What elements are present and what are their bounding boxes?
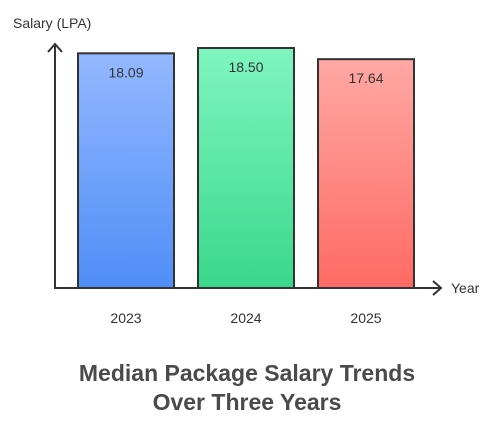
value-label-2023: 18.09 xyxy=(108,64,143,80)
y-axis-label: Salary (LPA) xyxy=(13,15,91,31)
bar-2023 xyxy=(77,52,175,289)
x-tick-label-2025: 2025 xyxy=(350,310,381,326)
value-label-2025: 17.64 xyxy=(348,70,383,86)
ticks-layer: 2023 2024 2025 xyxy=(110,310,381,326)
chart-title: Median Package Salary Trends Over Three … xyxy=(0,359,494,417)
x-axis-label: Year xyxy=(451,280,480,296)
chart-title-line-1: Median Package Salary Trends xyxy=(78,360,416,386)
bar-2025 xyxy=(317,58,415,290)
value-label-2024: 18.50 xyxy=(228,59,263,75)
y-axis-arrowhead xyxy=(47,42,63,53)
bar-2024 xyxy=(197,47,295,289)
bars-layer: 18.09 18.50 17.64 xyxy=(77,47,415,290)
x-tick-label-2024: 2024 xyxy=(230,310,261,326)
x-axis-arrowhead xyxy=(432,280,443,296)
chart-title-line-2: Over Three Years xyxy=(152,389,342,415)
axes-layer: Salary (LPA) Year xyxy=(13,15,480,296)
x-tick-label-2023: 2023 xyxy=(110,310,141,326)
